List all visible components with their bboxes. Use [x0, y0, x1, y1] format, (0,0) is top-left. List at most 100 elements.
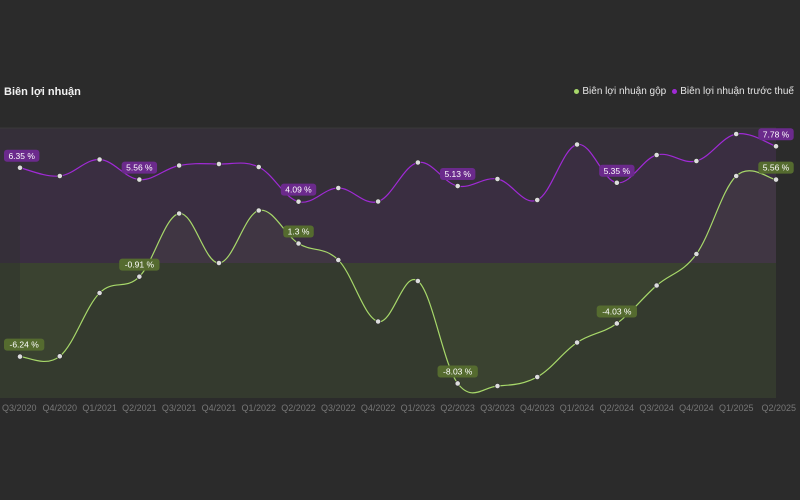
pretax-data-label-bg-19	[758, 128, 794, 141]
legend-label-pretax: Biên lợi nhuận trước thuế	[680, 86, 794, 97]
x-tick-label-9: Q4/2022	[361, 403, 396, 413]
pretax-data-label-15: 5.35 %	[599, 164, 635, 177]
pretax-point-11[interactable]	[454, 183, 461, 189]
gross-data-label-bg-7	[283, 225, 314, 238]
pretax-data-label-bg-15	[599, 164, 635, 177]
x-tick-label-18: Q1/2025	[719, 403, 754, 413]
x-tick-label-17: Q4/2024	[679, 403, 714, 413]
gross-data-label-bg-11	[437, 365, 478, 378]
gross-data-label-11: -8.03 %	[437, 365, 478, 378]
gross-data-label-bg-15	[596, 305, 637, 318]
gross-data-label-0: -6.24 %	[4, 338, 45, 351]
x-tick-label-3: Q2/2021	[122, 403, 157, 413]
gross-data-label-text-15: -4.03 %	[602, 306, 632, 316]
pretax-data-label-text-15: 5.35 %	[604, 166, 631, 176]
x-tick-label-16: Q3/2024	[639, 403, 674, 413]
x-tick-label-10: Q1/2023	[401, 403, 436, 413]
gross-point-6[interactable]	[255, 207, 262, 214]
gross-data-label-19: 5.56 %	[758, 161, 794, 174]
gross-point-9[interactable]	[375, 318, 382, 325]
legend-dot-gross	[574, 89, 580, 94]
gross-data-label-15: -4.03 %	[596, 305, 637, 318]
gross-point-12[interactable]	[494, 383, 501, 389]
pretax-line	[19, 133, 777, 203]
pretax-data-label-0: 6.35 %	[4, 149, 40, 162]
pretax-data-label-text-7: 4.09 %	[285, 185, 312, 195]
pretax-point-19[interactable]	[773, 143, 779, 150]
pretax-data-label-text-0: 6.35 %	[8, 151, 35, 161]
pretax-point-0[interactable]	[17, 164, 23, 171]
gross-point-0[interactable]	[17, 353, 23, 360]
gross-point-18[interactable]	[733, 173, 740, 179]
x-tick-label-13: Q4/2023	[520, 403, 555, 413]
pretax-data-label-text-11: 5.13 %	[444, 169, 471, 179]
gross-point-17[interactable]	[693, 251, 700, 257]
pretax-point-14[interactable]	[574, 141, 580, 148]
gross-data-label-3: -0.91 %	[119, 258, 160, 271]
pretax-data-label-11: 5.13 %	[439, 168, 476, 181]
pretax-point-17[interactable]	[693, 158, 700, 164]
pretax-data-label-bg-0	[4, 149, 40, 162]
pretax-data-label-text-19: 7.78 %	[763, 129, 790, 139]
gross-point-11[interactable]	[454, 380, 461, 387]
pretax-band	[0, 128, 776, 263]
pretax-point-1[interactable]	[56, 173, 63, 179]
pretax-point-6[interactable]	[255, 164, 262, 170]
x-tick-label-4: Q3/2021	[162, 403, 197, 413]
gross-point-19[interactable]	[773, 176, 779, 183]
pretax-point-7[interactable]	[295, 198, 302, 205]
gross-data-label-text-7: 1.3 %	[288, 227, 310, 237]
gross-data-label-7: 1.3 %	[283, 225, 314, 238]
x-tick-label-6: Q1/2022	[241, 403, 276, 413]
gross-point-3[interactable]	[136, 273, 143, 280]
pretax-point-4[interactable]	[176, 162, 183, 169]
gross-band	[0, 263, 776, 398]
x-tick-label-7: Q2/2022	[281, 403, 316, 413]
x-tick-label-0: Q3/2020	[2, 403, 37, 413]
pretax-point-10[interactable]	[414, 159, 421, 166]
gross-point-7[interactable]	[295, 240, 302, 247]
gross-data-label-bg-0	[4, 338, 45, 351]
gross-point-15[interactable]	[613, 320, 620, 327]
pretax-point-3[interactable]	[136, 176, 143, 183]
gross-point-8[interactable]	[335, 257, 342, 263]
x-tick-label-14: Q1/2024	[560, 403, 595, 413]
pretax-point-13[interactable]	[534, 197, 541, 203]
pretax-data-label-3: 5.56 %	[121, 161, 158, 174]
pretax-point-2[interactable]	[96, 156, 103, 163]
gross-point-10[interactable]	[414, 278, 421, 284]
gross-point-16[interactable]	[653, 282, 660, 289]
pretax-point-18[interactable]	[733, 131, 740, 137]
x-tick-label-19: Q2/2025	[761, 403, 796, 413]
gross-point-2[interactable]	[96, 290, 103, 296]
legend-item-gross[interactable]: Biên lợi nhuận gộp	[574, 86, 666, 97]
gross-data-label-text-0: -6.24 %	[10, 340, 40, 350]
gross-point-14[interactable]	[574, 339, 580, 346]
x-tick-label-15: Q2/2024	[600, 403, 635, 413]
x-tick-label-12: Q3/2023	[480, 403, 515, 413]
gross-data-label-text-11: -8.03 %	[443, 366, 473, 376]
pretax-point-12[interactable]	[494, 176, 501, 182]
gross-data-label-bg-3	[119, 258, 160, 271]
gross-point-13[interactable]	[534, 374, 541, 380]
x-tick-label-5: Q4/2021	[202, 403, 237, 413]
chart-legend: Biên lợi nhuận gộp Biên lợi nhuận trước …	[574, 86, 794, 97]
pretax-point-16[interactable]	[653, 152, 660, 158]
pretax-point-8[interactable]	[335, 185, 342, 191]
legend-label-gross: Biên lợi nhuận gộp	[582, 86, 667, 97]
pretax-data-label-text-3: 5.56 %	[126, 163, 153, 173]
gross-point-1[interactable]	[56, 353, 63, 360]
pretax-data-label-bg-3	[121, 161, 158, 174]
x-tick-label-11: Q2/2023	[440, 403, 475, 413]
chart-title: Biên lợi nhuận	[4, 86, 81, 98]
pretax-point-5[interactable]	[216, 161, 222, 167]
pretax-data-label-bg-7	[280, 183, 317, 196]
gross-point-5[interactable]	[216, 260, 222, 266]
legend-item-pretax[interactable]: Biên lợi nhuận trước thuế	[672, 86, 794, 97]
pretax-point-15[interactable]	[613, 179, 620, 186]
pretax-point-9[interactable]	[375, 198, 382, 205]
gross-area	[20, 170, 776, 393]
gross-point-4[interactable]	[176, 210, 183, 217]
x-tick-label-8: Q3/2022	[321, 403, 356, 413]
